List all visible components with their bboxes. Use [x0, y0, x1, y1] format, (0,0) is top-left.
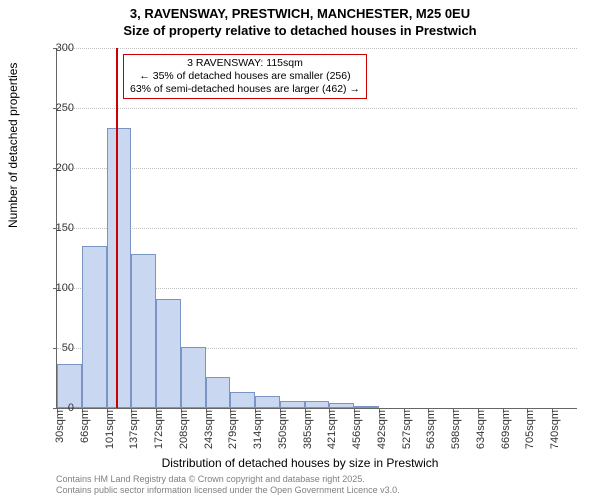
title-line-1: 3, RAVENSWAY, PRESTWICH, MANCHESTER, M25…	[0, 6, 600, 23]
xtick-label: 669sqm	[500, 410, 512, 449]
plot-area: 30sqm66sqm101sqm137sqm172sqm208sqm243sqm…	[56, 48, 577, 409]
xtick-label: 385sqm	[302, 410, 314, 449]
xtick-label: 740sqm	[549, 410, 561, 449]
gridline	[57, 228, 577, 229]
xtick-label: 137sqm	[128, 410, 140, 449]
xtick-label: 30sqm	[54, 410, 66, 443]
xtick-label: 421sqm	[326, 410, 338, 449]
histogram-bar	[230, 392, 255, 408]
xtick-label: 243sqm	[203, 410, 215, 449]
xtick-label: 563sqm	[425, 410, 437, 449]
histogram-bar	[107, 128, 132, 408]
xtick-label: 279sqm	[227, 410, 239, 449]
histogram-bar	[206, 377, 231, 408]
xtick-label: 101sqm	[104, 410, 116, 449]
credits-line-2: Contains public sector information licen…	[56, 485, 400, 496]
gridline	[57, 48, 577, 49]
marker-line	[116, 48, 118, 408]
annotation-box: 3 RAVENSWAY: 115sqm ← 35% of detached ho…	[123, 54, 367, 99]
credits: Contains HM Land Registry data © Crown c…	[56, 474, 400, 496]
histogram-bar	[329, 403, 354, 408]
xtick-label: 492sqm	[376, 410, 388, 449]
xtick-label: 598sqm	[450, 410, 462, 449]
gridline	[57, 108, 577, 109]
xtick-label: 66sqm	[79, 410, 91, 443]
chart-container: 3, RAVENSWAY, PRESTWICH, MANCHESTER, M25…	[0, 0, 600, 500]
xtick-label: 172sqm	[153, 410, 165, 449]
credits-line-1: Contains HM Land Registry data © Crown c…	[56, 474, 400, 485]
histogram-bar	[131, 254, 156, 408]
xtick-label: 314sqm	[252, 410, 264, 449]
histogram-bar	[156, 299, 181, 408]
xtick-label: 350sqm	[277, 410, 289, 449]
ytick-label: 250	[30, 102, 74, 114]
histogram-bar	[354, 406, 379, 408]
ytick-label: 150	[30, 222, 74, 234]
ytick-label: 0	[30, 402, 74, 414]
gridline	[57, 168, 577, 169]
annotation-line-1: 3 RAVENSWAY: 115sqm	[130, 57, 360, 70]
ytick-label: 100	[30, 282, 74, 294]
histogram-bar	[181, 347, 206, 408]
chart-title: 3, RAVENSWAY, PRESTWICH, MANCHESTER, M25…	[0, 0, 600, 40]
xtick-label: 208sqm	[178, 410, 190, 449]
title-line-2: Size of property relative to detached ho…	[0, 23, 600, 40]
xtick-label: 705sqm	[524, 410, 536, 449]
ytick-label: 50	[30, 342, 74, 354]
ytick-label: 300	[30, 42, 74, 54]
histogram-bar	[305, 401, 330, 408]
annotation-line-2: ← 35% of detached houses are smaller (25…	[130, 70, 360, 83]
annotation-line-3: 63% of semi-detached houses are larger (…	[130, 83, 360, 96]
ytick-label: 200	[30, 162, 74, 174]
y-axis-label: Number of detached properties	[6, 63, 20, 228]
xtick-label: 456sqm	[351, 410, 363, 449]
histogram-bar	[255, 396, 280, 408]
x-axis-label: Distribution of detached houses by size …	[0, 456, 600, 470]
histogram-bar	[280, 401, 305, 408]
histogram-bar	[82, 246, 107, 408]
xtick-label: 634sqm	[475, 410, 487, 449]
xtick-label: 527sqm	[401, 410, 413, 449]
